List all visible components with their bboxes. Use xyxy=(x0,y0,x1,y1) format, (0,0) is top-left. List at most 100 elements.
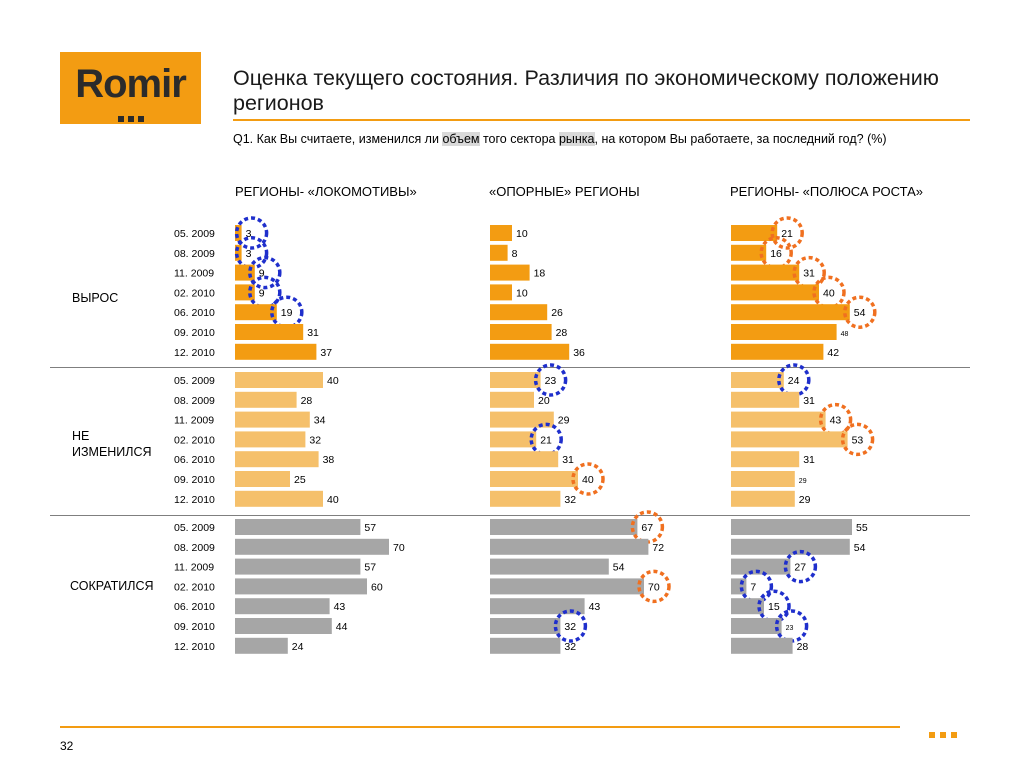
period-label: 02. 2010 xyxy=(174,434,215,446)
data-label: 10 xyxy=(516,287,528,299)
bar xyxy=(235,304,277,321)
column-header-locomotives: РЕГИОНЫ- «ЛОКОМОТИВЫ» xyxy=(235,184,417,199)
bar xyxy=(490,519,638,535)
data-label: 31 xyxy=(803,268,815,280)
data-label: 27 xyxy=(794,562,806,574)
highlight-circle xyxy=(248,255,282,290)
data-label: 36 xyxy=(573,347,585,359)
period-label: 06. 2010 xyxy=(174,307,215,319)
category-label-shrank: СОКРАТИЛСЯ xyxy=(70,579,154,593)
data-label: 29 xyxy=(799,478,807,485)
data-label: 28 xyxy=(301,395,313,407)
bar xyxy=(235,637,288,654)
period-label: 02. 2010 xyxy=(174,581,215,593)
data-label: 24 xyxy=(788,375,800,387)
bar xyxy=(731,411,826,428)
data-label: 9 xyxy=(259,268,265,280)
data-label: 55 xyxy=(856,522,868,534)
bar xyxy=(731,490,795,507)
bar xyxy=(235,519,361,535)
bar xyxy=(731,343,824,360)
data-label: 54 xyxy=(854,542,866,554)
bar xyxy=(490,304,548,321)
data-label: 53 xyxy=(852,434,864,446)
data-label: 10 xyxy=(516,228,528,240)
bar xyxy=(490,637,561,654)
data-label: 32 xyxy=(564,621,576,633)
period-label: 08. 2009 xyxy=(174,248,215,260)
period-label: 05. 2009 xyxy=(174,522,215,534)
bar xyxy=(235,324,304,340)
bar xyxy=(490,490,561,507)
bar xyxy=(235,225,242,241)
highlight-circle xyxy=(843,295,877,329)
bar xyxy=(731,538,850,555)
bar xyxy=(490,431,537,448)
bar xyxy=(731,519,852,535)
data-label: 28 xyxy=(556,327,568,339)
data-label: 16 xyxy=(770,248,782,260)
highlight-circle xyxy=(533,363,568,397)
data-label: 57 xyxy=(364,562,376,574)
highlight-circle xyxy=(637,569,671,604)
data-label: 40 xyxy=(327,494,339,506)
bar xyxy=(490,264,530,281)
data-label: 70 xyxy=(648,581,660,593)
bar xyxy=(235,538,389,555)
highlight-circle xyxy=(234,216,269,250)
data-label: 7 xyxy=(750,581,756,593)
data-label: 54 xyxy=(613,562,625,574)
data-label: 8 xyxy=(512,248,518,260)
data-label: 31 xyxy=(803,395,815,407)
data-label: 31 xyxy=(307,327,319,339)
data-label: 15 xyxy=(768,601,780,613)
logo-text: Romir xyxy=(75,62,187,106)
bar xyxy=(731,451,800,468)
bar xyxy=(490,451,559,468)
bar xyxy=(731,264,800,281)
data-label: 42 xyxy=(827,347,839,359)
romir-logo: Romir xyxy=(60,52,201,124)
data-label: 28 xyxy=(797,641,809,653)
bar xyxy=(731,578,747,595)
bar xyxy=(490,618,561,634)
question-highlight-market: рынка xyxy=(558,132,595,146)
period-label: 06. 2010 xyxy=(174,454,215,466)
bar xyxy=(490,558,609,575)
data-label: 3 xyxy=(246,228,252,240)
bar xyxy=(235,558,361,575)
data-label: 37 xyxy=(320,347,332,359)
question-part-2: того сектора xyxy=(479,132,559,146)
bar xyxy=(731,372,784,388)
data-label: 60 xyxy=(371,581,383,593)
bar xyxy=(235,471,290,487)
data-label: 43 xyxy=(589,601,601,613)
question-part-3: , на котором Вы работаете, за последний … xyxy=(594,132,887,146)
bar xyxy=(235,411,310,428)
bar xyxy=(490,284,512,301)
data-label: 24 xyxy=(292,641,304,653)
data-label: 40 xyxy=(327,375,339,387)
bar xyxy=(235,451,319,468)
data-label: 38 xyxy=(323,454,335,466)
period-label: 06. 2010 xyxy=(174,601,215,613)
data-label: 29 xyxy=(558,415,570,427)
data-label: 44 xyxy=(336,621,348,633)
bar xyxy=(490,471,578,487)
bar xyxy=(235,618,332,634)
bar xyxy=(731,431,848,448)
bar xyxy=(490,578,644,595)
footer-dots-icon xyxy=(929,725,962,743)
bar xyxy=(731,284,819,301)
highlight-circle xyxy=(571,462,605,496)
bar xyxy=(731,637,793,654)
bar xyxy=(490,225,512,241)
bar xyxy=(490,411,554,428)
data-label: 32 xyxy=(564,494,576,506)
data-label: 20 xyxy=(538,395,550,407)
page-number: 32 xyxy=(60,739,74,753)
data-label: 23 xyxy=(786,625,794,632)
period-label: 12. 2010 xyxy=(174,641,215,653)
period-label: 12. 2010 xyxy=(174,347,215,359)
